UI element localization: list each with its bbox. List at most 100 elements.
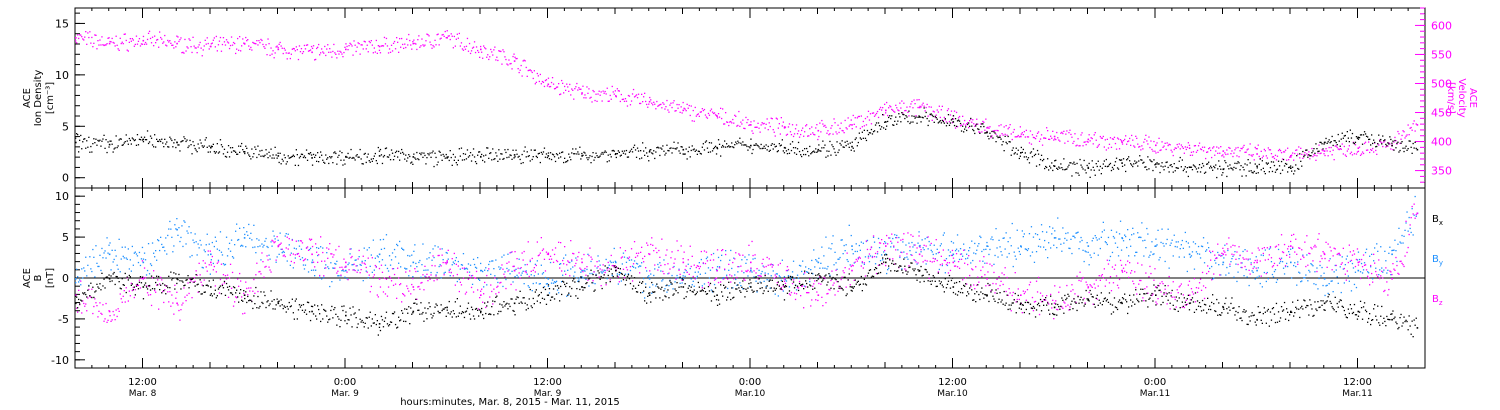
by-series-point — [994, 254, 996, 257]
density-series-point — [565, 161, 567, 163]
velocity-series-point — [1398, 133, 1400, 135]
by-series-point — [664, 288, 666, 290]
velocity-series-point — [1028, 142, 1031, 144]
velocity-series-point — [314, 59, 316, 61]
density-series-point — [896, 123, 898, 125]
density-series-value-point — [615, 153, 617, 155]
density-series-point — [132, 138, 134, 140]
velocity-series-point — [99, 39, 101, 41]
bz-series-point — [116, 315, 118, 318]
by-series-point — [809, 280, 811, 283]
by-series-point — [1000, 251, 1002, 253]
by-series-point — [841, 239, 843, 241]
velocity-series-point — [1034, 138, 1037, 140]
by-series-point — [652, 284, 654, 286]
by-series-point — [104, 250, 106, 252]
velocity-series-point — [448, 35, 450, 37]
by-series-point — [967, 257, 969, 259]
density-series-point — [1156, 162, 1158, 164]
velocity-series-point — [1280, 152, 1283, 154]
by-series-point — [564, 270, 566, 272]
velocity-series-point — [998, 125, 1000, 127]
velocity-series-point — [553, 88, 556, 90]
by-series-point — [812, 273, 814, 275]
by-series-point — [1103, 229, 1105, 231]
velocity-series-point — [899, 102, 901, 104]
velocity-series-point — [1096, 146, 1098, 148]
by-series-point — [512, 281, 514, 283]
velocity-series-point — [679, 111, 681, 113]
density-series-point — [1317, 150, 1319, 153]
density-series-point — [1222, 172, 1224, 174]
density-series-point — [153, 146, 155, 148]
density-series-point — [1150, 160, 1152, 162]
by-series-point — [566, 295, 568, 297]
velocity-series-point — [744, 127, 746, 130]
velocity-series-value-point — [648, 100, 651, 103]
density-series-point — [222, 153, 225, 155]
velocity-series-point — [1056, 131, 1058, 134]
bz-series-point — [379, 286, 382, 288]
density-series-point — [696, 153, 698, 155]
density-series-point — [1020, 146, 1022, 149]
velocity-series-point — [1081, 132, 1083, 134]
by-series-point — [260, 259, 262, 261]
density-series-point — [1379, 140, 1381, 142]
by-series-point — [977, 245, 979, 247]
density-series-point — [1140, 159, 1142, 161]
density-series-point — [211, 145, 213, 148]
by-series-point — [1125, 235, 1127, 238]
density-series-point — [774, 146, 776, 148]
velocity-series-point — [680, 106, 682, 108]
velocity-series-point — [506, 63, 508, 65]
velocity-series-point — [293, 48, 295, 50]
density-series-point — [598, 156, 600, 158]
density-series-value-point — [108, 143, 111, 146]
density-series-point — [1101, 167, 1103, 169]
by-series-point — [145, 274, 148, 276]
density-series-point — [361, 163, 363, 165]
bz-series-point — [492, 303, 494, 305]
velocity-series-point — [625, 100, 628, 102]
density-series-point — [1408, 140, 1410, 142]
velocity-series-point — [258, 40, 260, 42]
density-series-point — [469, 152, 472, 154]
by-series-point — [1393, 249, 1395, 251]
by-series-point — [1031, 251, 1034, 253]
by-series-point — [1410, 231, 1412, 234]
density-series-point — [690, 149, 692, 152]
velocity-series-point — [786, 133, 789, 135]
velocity-series-point — [346, 45, 348, 48]
density-series-point — [536, 156, 538, 159]
velocity-series-point — [295, 46, 297, 48]
velocity-series-point — [645, 100, 647, 103]
bz-series-point — [322, 251, 324, 254]
velocity-series-point — [192, 36, 194, 38]
density-series-point — [97, 139, 99, 142]
velocity-series-point — [499, 50, 501, 52]
velocity-series-value-point — [783, 127, 786, 129]
density-series-point — [259, 150, 261, 152]
by-series-point — [653, 274, 655, 277]
by-series-point — [258, 239, 260, 241]
bz-series-point — [241, 296, 243, 298]
velocity-series-point — [1266, 157, 1268, 159]
bz-series-point — [314, 266, 316, 268]
velocity-series-point — [1170, 149, 1172, 151]
velocity-series-point — [897, 109, 899, 111]
density-series-point — [394, 151, 397, 154]
by-series-point — [999, 246, 1001, 248]
by-series-point — [548, 292, 551, 294]
velocity-series-point — [891, 108, 893, 111]
density-series-point — [864, 137, 867, 139]
by-series-point — [1162, 242, 1164, 245]
bz-series-point — [327, 257, 329, 259]
density-series-point — [283, 154, 285, 156]
density-series-point — [213, 150, 215, 153]
by-series-point — [944, 272, 946, 274]
velocity-series-point — [1171, 151, 1173, 153]
by-series-point — [974, 242, 976, 245]
velocity-series-point — [794, 128, 797, 130]
velocity-series-point — [1358, 146, 1361, 148]
density-series-point — [354, 159, 356, 161]
